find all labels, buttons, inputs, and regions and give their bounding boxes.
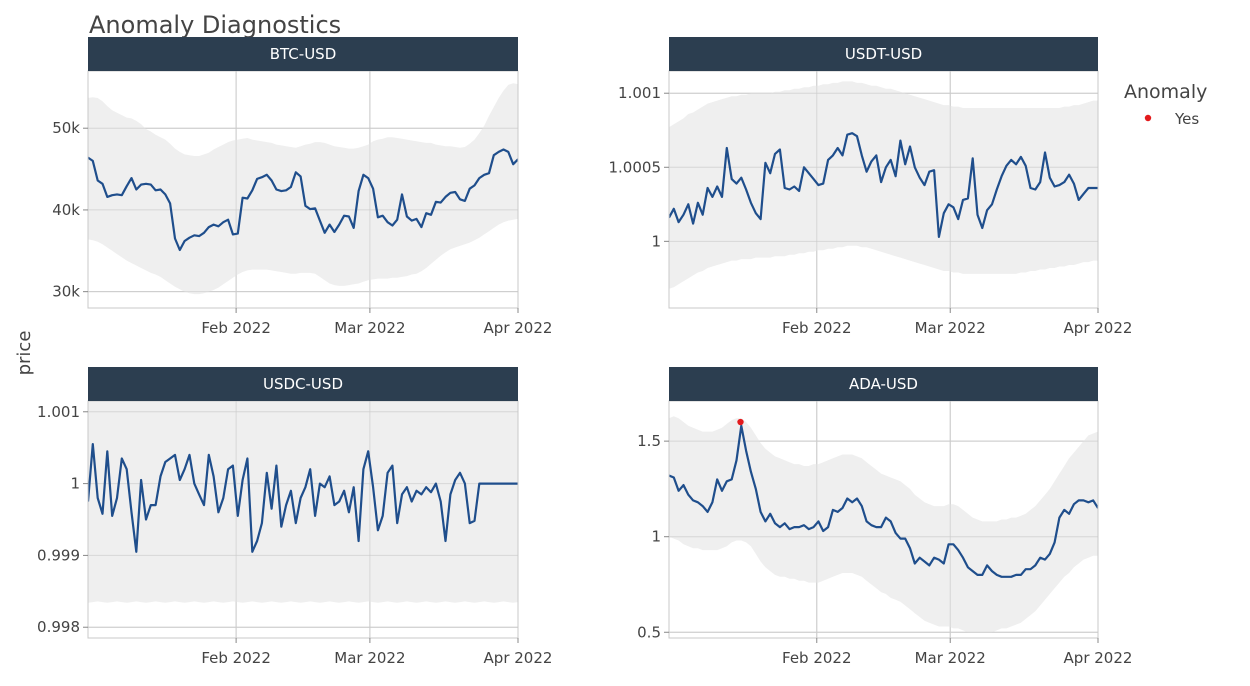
facet-panel: USDC-USD 0.998 0.999 1 1.001 Feb 2022 Mar 2022… [37, 367, 552, 667]
facet-strip-label: ADA-USD [849, 375, 918, 393]
series-line [669, 424, 1098, 578]
x-tick-label: Apr 2022 [484, 649, 553, 667]
facet-panel: ADA-USD 0.5 1 1.5 Feb 2022 Mar 2022 Apr 2022 [637, 367, 1132, 667]
x-tick-label: Apr 2022 [1064, 319, 1133, 337]
facet-panel: BTC-USD 30k 40k 50k Feb 2022 Mar 2022 Apr 2022 [52, 37, 552, 337]
y-tick-label: 0.998 [37, 618, 80, 636]
y-tick-label: 40k [52, 201, 80, 219]
confidence-band [669, 81, 1098, 289]
y-tick-label: 1.0005 [609, 158, 662, 176]
facet-panels: BTC-USD 30k 40k 50k Feb 2022 Mar 2022 Apr 2022… [37, 37, 1132, 667]
x-tick-label: Apr 2022 [1064, 649, 1133, 667]
y-tick-label: 30k [52, 283, 80, 301]
facet-strip [669, 37, 1098, 71]
series-line [669, 132, 1098, 238]
x-tick-label: Feb 2022 [201, 649, 271, 667]
legend: Anomaly Yes [1124, 81, 1207, 128]
legend-marker [1144, 114, 1152, 122]
facet-strip-label: USDT-USD [845, 45, 922, 63]
x-tick-label: Mar 2022 [915, 649, 986, 667]
facet-strip [88, 37, 518, 71]
y-tick-label: 0.5 [637, 623, 661, 641]
y-tick-label: 1 [70, 475, 80, 493]
x-tick-label: Mar 2022 [915, 319, 986, 337]
y-tick-label: 1.5 [637, 432, 661, 450]
x-tick-label: Mar 2022 [334, 649, 405, 667]
y-tick-label: 0.999 [37, 546, 80, 564]
legend-item-label: Yes [1174, 110, 1199, 128]
facet-strip-label: USDC-USD [263, 375, 343, 393]
x-tick-label: Feb 2022 [782, 649, 852, 667]
y-tick-label: 50k [52, 119, 80, 137]
confidence-band [88, 401, 518, 603]
y-tick-label: 1 [651, 232, 661, 250]
y-tick-label: 1 [651, 528, 661, 546]
y-tick-label: 1.001 [618, 84, 661, 102]
series-line [88, 148, 518, 252]
facet-strip-label: BTC-USD [270, 45, 337, 63]
x-tick-label: Feb 2022 [782, 319, 852, 337]
y-axis-label: price [14, 331, 35, 376]
facet-panel: USDT-USD 1 1.0005 1.001 Feb 2022 Mar 2022 Apr … [609, 37, 1133, 337]
facet-strip [669, 367, 1098, 401]
x-tick-label: Feb 2022 [201, 319, 271, 337]
series-line [88, 443, 518, 553]
y-tick-label: 1.001 [37, 403, 80, 421]
anomaly-point [737, 418, 744, 426]
x-tick-label: Apr 2022 [484, 319, 553, 337]
x-tick-label: Mar 2022 [334, 319, 405, 337]
legend-title: Anomaly [1124, 81, 1207, 103]
facet-strip [88, 367, 518, 401]
chart-title: Anomaly Diagnostics [89, 11, 341, 39]
